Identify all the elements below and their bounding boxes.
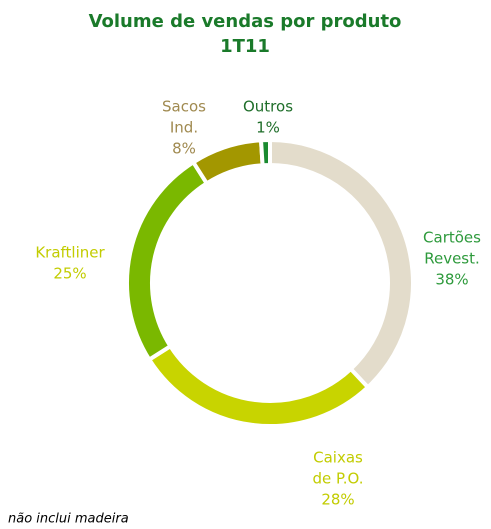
segment-label: Caixas <box>313 449 363 467</box>
value-label: 8% <box>172 140 196 158</box>
donut-segment <box>190 138 265 187</box>
footnote: não inclui madeira <box>8 512 129 527</box>
value-label: 38% <box>435 271 468 289</box>
value-label: 1% <box>256 119 280 137</box>
chart-subtitle: 1T11 <box>220 36 270 57</box>
segment-label: Outros <box>243 98 293 116</box>
segment-label: Kraftliner <box>35 244 105 262</box>
segment-label: Ind. <box>170 119 198 137</box>
donut-segment <box>268 137 415 391</box>
value-label: 25% <box>53 265 86 283</box>
donut-segment <box>125 159 210 363</box>
chart-title: Volume de vendas por produto <box>89 11 402 32</box>
segment-label: Sacos <box>162 98 206 116</box>
donut-segment <box>258 137 272 168</box>
donut-segment <box>146 343 371 428</box>
value-label: 28% <box>321 491 354 509</box>
segment-label: Revest. <box>424 250 480 268</box>
segment-label: de P.O. <box>313 470 364 488</box>
segment-label: Cartões <box>423 229 481 247</box>
